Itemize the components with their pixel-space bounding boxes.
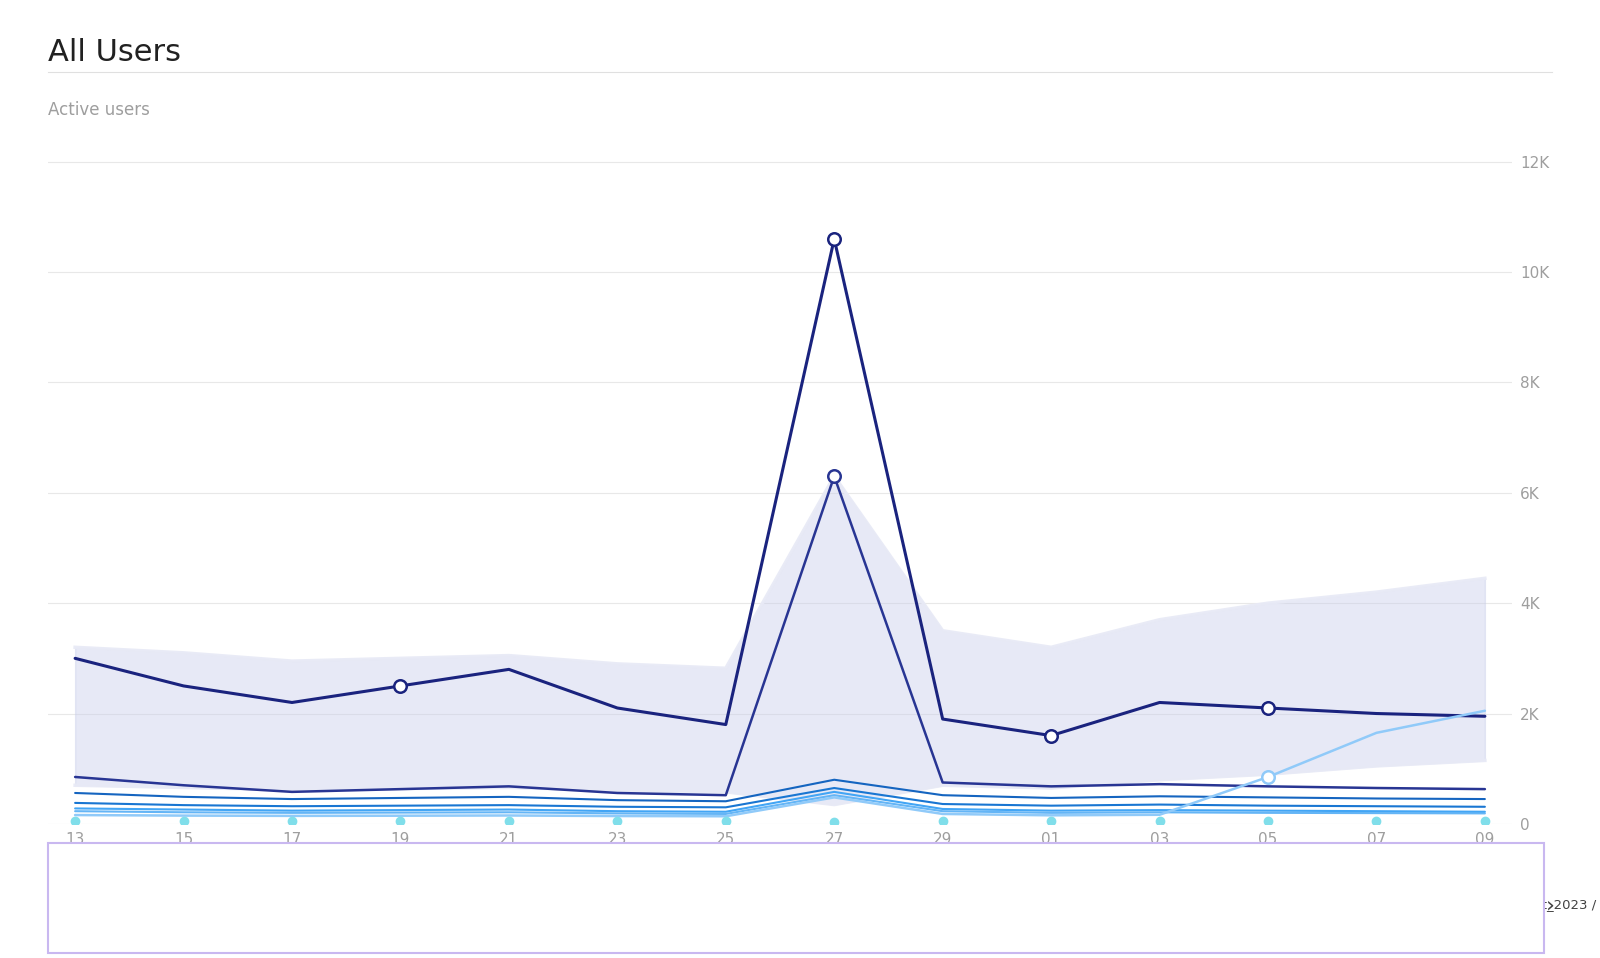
Text: ✓: ✓ — [206, 863, 214, 873]
Text: Expected value: Expected value — [229, 861, 336, 875]
Text: All Users: All Users — [48, 38, 181, 67]
Text: (direct) / (none): (direct) / (none) — [94, 899, 200, 912]
Text: Anomalies: Anomalies — [85, 861, 157, 876]
Text: google / cpc: google / cpc — [542, 899, 624, 912]
Text: sites.google.com / referral: sites.google.com / referral — [1214, 899, 1389, 912]
Text: (not set): (not set) — [766, 899, 822, 912]
Text: google / organic: google / organic — [318, 899, 426, 912]
FancyBboxPatch shape — [203, 860, 216, 877]
Text: ›: › — [1546, 896, 1555, 915]
Text: art-analytics.appspot.com / referral: art-analytics.appspot.com / referral — [990, 899, 1226, 912]
Text: Active users: Active users — [48, 101, 150, 119]
Text: Newsletter_Sept_2023 / email: Newsletter_Sept_2023 / email — [1438, 899, 1600, 912]
